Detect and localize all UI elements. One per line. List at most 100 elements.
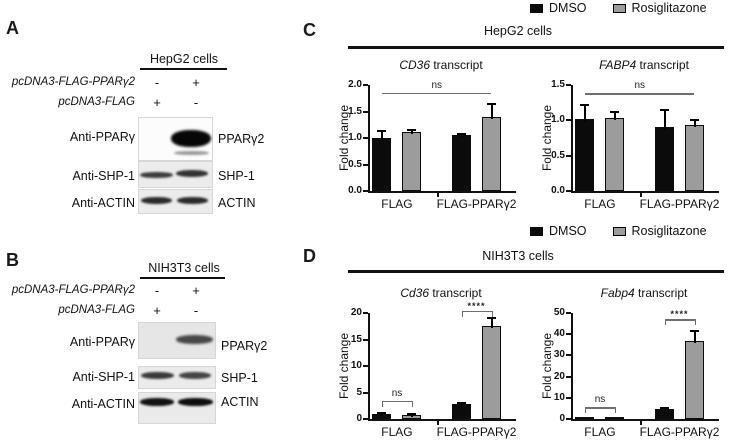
error-bar-line — [490, 318, 493, 329]
y-tick-label: 20 — [350, 307, 362, 318]
significance-bracket-end — [411, 400, 414, 407]
panel-a-plasmid-row-2: pcDNA3-FLAG — [58, 96, 135, 108]
x-category-label: FLAG — [381, 425, 413, 439]
significance-line — [381, 400, 412, 403]
bar-dmso-flag-pparγ2 — [655, 127, 674, 191]
y-tick — [566, 354, 571, 357]
significance-line — [584, 93, 695, 95]
error-bar-cap — [377, 411, 387, 414]
panel-c-header: HepG2 cells — [483, 24, 553, 38]
y-axis-line — [368, 313, 370, 419]
legend-dmso-swatch — [530, 3, 543, 13]
bar-rosiglitazone-flag-pparγ2 — [685, 124, 704, 191]
significance-line — [461, 310, 492, 313]
legend-rosiglitazone-swatch — [612, 3, 626, 13]
y-tick-label: 40 — [553, 328, 565, 340]
y-tick — [566, 375, 571, 378]
x-group-tick — [436, 421, 439, 425]
y-tick — [363, 365, 368, 367]
y-tick-label: 0.0 — [348, 185, 362, 196]
legend-rosiglitazone-swatch — [612, 226, 626, 236]
panel-b-shp1-band-lane2 — [179, 372, 211, 379]
panel-a-actin-band-lane1 — [141, 197, 172, 204]
error-bar-line — [663, 110, 666, 130]
bar-rosiglitazone-flag — [605, 416, 625, 419]
panel-a-antibody-pparg: Anti-PPARγ — [69, 130, 135, 144]
y-axis-label: Fold change — [540, 104, 554, 172]
error-bar-line — [410, 130, 413, 134]
chart-title: FABP4 transcript — [599, 58, 689, 72]
y-tick — [363, 190, 368, 192]
y-axis-line — [571, 85, 573, 191]
panel-d-header-line — [348, 270, 724, 273]
chart-fabp4-hepg2: FABP4 transcript Fold change 0.0 0.5 1.0 1.5 F… — [533, 55, 733, 220]
x-category-label: FLAG-PPARγ2 — [639, 425, 720, 439]
significance-line — [381, 92, 492, 95]
error-bar-cap — [377, 130, 387, 133]
error-bar-cap — [407, 129, 417, 132]
panel-c-header-line — [348, 46, 724, 49]
error-bar-cap — [407, 412, 417, 415]
bar-dmso-flag-pparγ2 — [452, 404, 471, 419]
bar-rosiglitazone-flag — [402, 131, 422, 191]
panel-b-shp1-band-lane1 — [141, 372, 174, 379]
x-axis-line — [571, 419, 719, 421]
panel-b-antibody-pparg: Anti-PPARγ — [69, 335, 135, 349]
x-category-label: FLAG — [584, 197, 616, 211]
bar-rosiglitazone-flag-pparγ2 — [482, 326, 501, 419]
legend-dmso-label: DMSO — [549, 224, 587, 238]
y-tick-label: 1.5 — [348, 105, 362, 117]
significance-label: ns — [594, 394, 606, 406]
error-bar-cap — [580, 103, 590, 106]
error-bar-cap — [690, 118, 699, 121]
error-bar-line — [693, 331, 696, 343]
y-tick — [566, 154, 571, 157]
x-category-label: FLAG-PPARγ2 — [436, 425, 517, 439]
y-tick — [363, 312, 368, 314]
y-tick-label: 1.0 — [348, 132, 362, 143]
panel-b-antibody-shp1: Anti-SHP-1 — [72, 370, 135, 384]
x-category-label: FLAG — [584, 425, 616, 439]
panel-a-header-underline — [140, 68, 227, 70]
error-bar-line — [380, 412, 383, 416]
y-tick-label: 10 — [553, 391, 565, 403]
y-tick — [363, 391, 368, 394]
bar-rosiglitazone-flag — [605, 118, 625, 191]
legend-rosiglitazone-label: Rosiglitazone — [631, 1, 707, 15]
legend-dmso-swatch — [530, 226, 543, 236]
error-bar-line — [380, 131, 383, 140]
panel-a-antibody-actin: Anti-ACTIN — [71, 196, 135, 210]
error-bar-line — [460, 134, 463, 138]
error-bar-cap — [487, 103, 496, 106]
bar-dmso-flag-pparγ2 — [452, 135, 471, 191]
panel-a-shp1-band-lane2 — [176, 170, 208, 177]
error-bar-line — [410, 413, 413, 417]
significance-label: **** — [670, 309, 689, 320]
x-axis-line — [368, 419, 516, 421]
panel-a-band-label-pparg2: PPARγ2 — [218, 132, 265, 146]
panel-b-antibody-actin: Anti-ACTIN — [71, 397, 135, 411]
y-tick-label: 2.0 — [348, 79, 362, 90]
y-tick-label: 0 — [559, 413, 565, 424]
y-tick-label: 20 — [553, 370, 565, 382]
chart-fabp4-nih3t3: Fabp4 transcript Fold change 0 10 20 30 40 50 FL… — [533, 283, 733, 446]
panel-b-band-label-pparg2: PPARγ2 — [221, 339, 268, 353]
panel-a-band-label-actin: ACTIN — [218, 196, 256, 210]
x-group-tick — [436, 193, 439, 197]
panel-d-label: D — [303, 246, 316, 266]
error-bar-line — [693, 119, 696, 127]
panel-b-label: B — [6, 250, 19, 270]
x-axis-line — [571, 191, 719, 193]
significance-label: ns — [634, 80, 646, 92]
panel-a-antibody-shp1: Anti-SHP-1 — [72, 169, 135, 183]
significance-bracket-end — [584, 407, 587, 414]
y-tick — [566, 84, 571, 86]
panel-b-actin-band-lane2 — [178, 398, 213, 406]
bar-dmso-flag — [575, 118, 595, 191]
chart-title: Fabp4 transcript — [600, 286, 688, 300]
significance-label: ns — [391, 387, 403, 399]
error-bar-line — [490, 104, 493, 119]
panel-b-plasmid-row-1: pcDNA3-FLAG-PPARγ2 — [11, 284, 135, 296]
panel-a-row1-lane2-symbol: + — [192, 75, 200, 90]
